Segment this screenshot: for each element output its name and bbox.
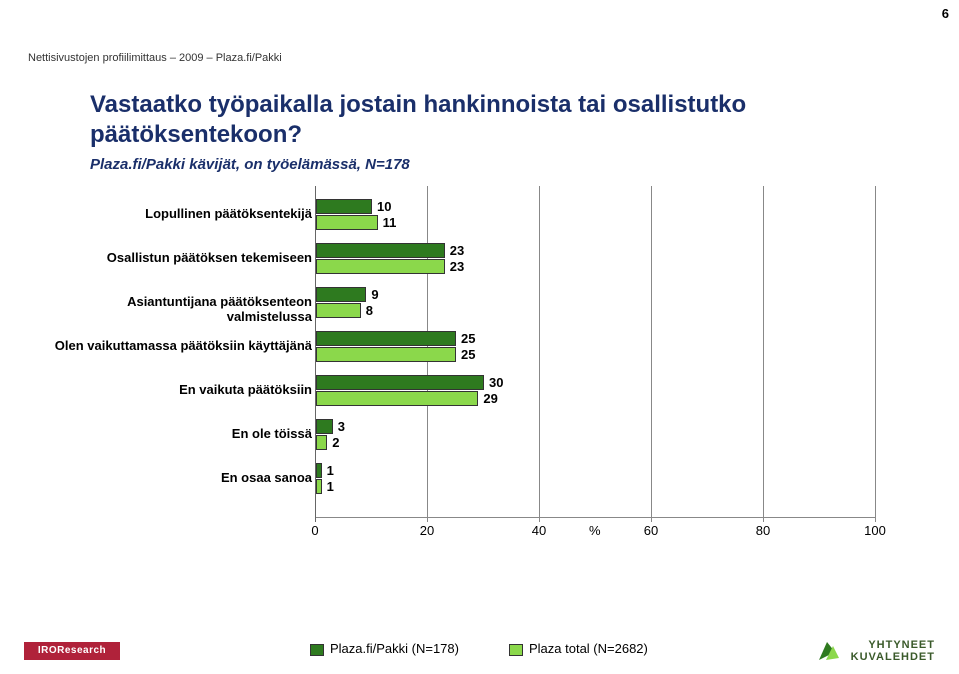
bar-value: 2	[332, 435, 339, 450]
category-label: En osaa sanoa	[42, 470, 312, 485]
category-label: Lopullinen päätöksentekijä	[42, 206, 312, 221]
bar-b: 11	[316, 215, 378, 230]
bar-a: 10	[316, 199, 372, 214]
bar-a: 30	[316, 375, 484, 390]
chart-row: En vaikuta päätöksiin3029	[40, 370, 910, 414]
page-number: 6	[942, 6, 949, 21]
bar-value: 29	[483, 391, 497, 406]
legend-label: Plaza total (N=2682)	[529, 641, 648, 656]
chart-row: Lopullinen päätöksentekijä1011	[40, 194, 910, 238]
bar-a: 23	[316, 243, 445, 258]
iro-logo: IROResearch	[24, 642, 120, 660]
bar-value: 25	[461, 347, 475, 362]
yhtyneet-logo: YHTYNEET KUVALEHDET	[815, 638, 935, 664]
legend-item: Plaza.fi/Pakki (N=178)	[310, 641, 459, 656]
bar-value: 1	[327, 479, 334, 494]
bar-value: 10	[377, 199, 391, 214]
bar-a: 3	[316, 419, 333, 434]
x-tick-label: 0	[311, 523, 318, 538]
legend-label: Plaza.fi/Pakki (N=178)	[330, 641, 459, 656]
leaf-icon	[815, 638, 841, 664]
x-tick-label: 80	[756, 523, 770, 538]
bar-value: 9	[371, 287, 378, 302]
x-tick-label: 60	[644, 523, 658, 538]
chart-row: Osallistun päätöksen tekemiseen2323	[40, 238, 910, 282]
bar-value: 1	[327, 463, 334, 478]
x-axis-unit: %	[589, 523, 601, 538]
chart-row: En osaa sanoa 11	[40, 458, 910, 502]
bar-b: 1	[316, 479, 322, 494]
bar-value: 23	[450, 243, 464, 258]
x-tick-label: 40	[532, 523, 546, 538]
chart-legend: Plaza.fi/Pakki (N=178) Plaza total (N=268…	[310, 641, 698, 656]
bar-a: 9	[316, 287, 366, 302]
logo-line-2: KUVALEHDET	[851, 651, 935, 663]
bar-b: 29	[316, 391, 478, 406]
bar-b: 2	[316, 435, 327, 450]
x-tick-label: 20	[420, 523, 434, 538]
bar-value: 8	[366, 303, 373, 318]
category-label: Olen vaikuttamassa päätöksiin käyttäjänä	[42, 338, 312, 353]
category-label: Asiantuntijana päätöksenteon valmistelus…	[42, 294, 312, 324]
bar-value: 25	[461, 331, 475, 346]
category-label: En ole töissä	[42, 426, 312, 441]
x-tick-label: 100	[864, 523, 886, 538]
chart-title: Vastaatko työpaikalla jostain hankinnois…	[90, 90, 830, 150]
category-label: Osallistun päätöksen tekemiseen	[42, 250, 312, 265]
bar-value: 11	[383, 215, 397, 230]
legend-swatch	[310, 644, 324, 656]
category-label: En vaikuta päätöksiin	[42, 382, 312, 397]
bar-b: 25	[316, 347, 456, 362]
chart-row: Asiantuntijana päätöksenteon valmistelus…	[40, 282, 910, 326]
bar-a: 25	[316, 331, 456, 346]
header-breadcrumb: Nettisivustojen profiilimittaus – 2009 –…	[28, 52, 282, 64]
bar-value: 3	[338, 419, 345, 434]
chart-row: En ole töissä 32	[40, 414, 910, 458]
bar-b: 8	[316, 303, 361, 318]
legend-swatch	[509, 644, 523, 656]
bar-b: 23	[316, 259, 445, 274]
chart-subtitle: Plaza.fi/Pakki kävijät, on työelämässä, …	[90, 156, 410, 173]
bar-a: 1	[316, 463, 322, 478]
logo-line-1: YHTYNEET	[868, 639, 935, 651]
bar-value: 30	[489, 375, 503, 390]
chart-row: Olen vaikuttamassa päätöksiin käyttäjänä…	[40, 326, 910, 370]
bar-value: 23	[450, 259, 464, 274]
legend-item: Plaza total (N=2682)	[509, 641, 648, 656]
bar-chart: Lopullinen päätöksentekijä1011Osallistun…	[40, 188, 910, 558]
